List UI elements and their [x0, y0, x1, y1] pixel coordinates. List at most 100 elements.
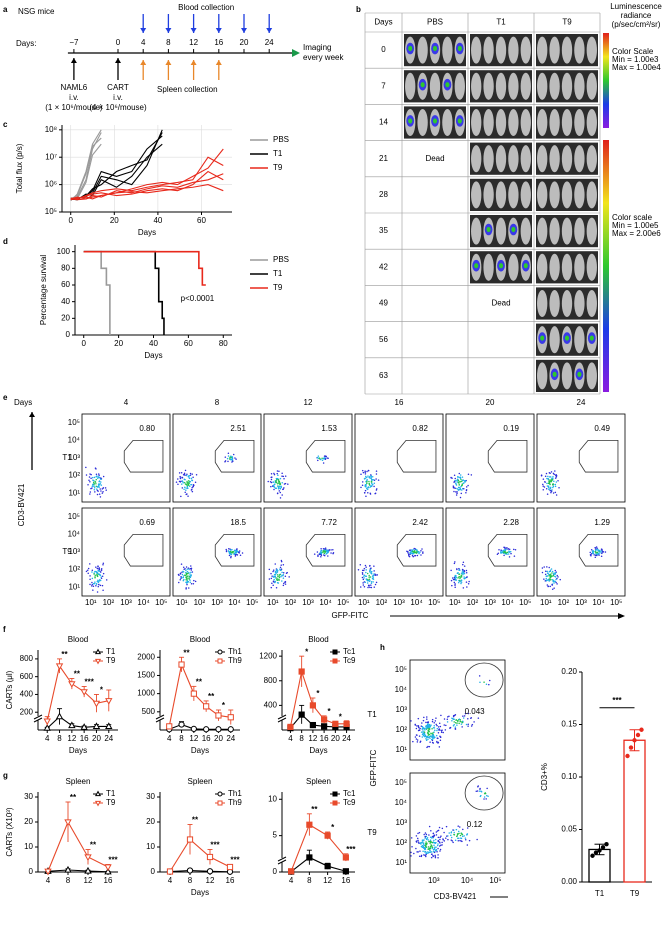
event-dot: [466, 833, 469, 835]
event-dot: [544, 475, 547, 478]
signal: [552, 371, 557, 377]
x-tick-label: 8: [307, 876, 312, 885]
mouse: [586, 108, 597, 137]
event-dot: [278, 579, 280, 581]
legend-label: Tc9: [343, 656, 356, 665]
event-dot: [507, 553, 510, 555]
event-dot: [365, 566, 367, 568]
event-dot: [459, 488, 462, 490]
injection-arrow-head: [115, 58, 121, 63]
event-dot: [542, 489, 545, 491]
gate: [578, 439, 619, 473]
panel-letter: h: [380, 643, 385, 652]
x-axis-label: CD3-BV421: [434, 892, 477, 901]
event-dot: [601, 549, 603, 551]
flow-plot: [81, 413, 171, 503]
x-tick-label: 16: [80, 734, 89, 743]
event-dot: [425, 855, 427, 858]
event-dot: [368, 578, 371, 581]
event-dot: [458, 569, 460, 572]
event-dot: [270, 472, 273, 475]
event-dot: [596, 553, 598, 556]
flow-plot: [409, 659, 506, 761]
event-dot: [93, 573, 95, 575]
event-dot: [460, 832, 462, 835]
event-dot: [271, 476, 273, 478]
event-dot: [431, 734, 434, 736]
event-dot: [416, 554, 419, 557]
event-dot: [477, 785, 479, 788]
event-dot: [366, 470, 368, 473]
gate: [396, 534, 437, 567]
y-tick-label: 400: [20, 690, 34, 699]
legend-marker: [217, 658, 223, 664]
event-dot: [277, 573, 279, 576]
event-dot: [550, 479, 553, 481]
event-dot: [427, 730, 430, 732]
event-dot: [376, 574, 379, 576]
event-dot: [473, 721, 475, 723]
event-dot: [545, 577, 548, 580]
axis-break-gap: [278, 858, 286, 862]
y-tick-label: 0: [151, 867, 156, 876]
event-dot: [460, 576, 463, 578]
event-dot: [598, 554, 600, 556]
day-cell: 0: [381, 45, 386, 54]
data-point: [309, 721, 316, 729]
event-dot: [91, 485, 94, 487]
event-dot: [224, 460, 227, 462]
event-dot: [439, 850, 441, 852]
data-point: [80, 723, 88, 730]
event-dot: [288, 576, 290, 578]
event-dot: [230, 455, 232, 457]
event-dot: [322, 547, 325, 550]
x-tick-label: 10⁵: [428, 598, 440, 607]
event-dot: [371, 484, 373, 486]
event-dot: [500, 549, 502, 551]
event-dot: [551, 477, 553, 480]
data-point: [84, 866, 92, 874]
survival-curve: [83, 250, 206, 286]
mouse: [586, 289, 597, 318]
data-point: [321, 716, 328, 723]
event-dot: [276, 472, 278, 475]
event-dot: [190, 575, 192, 577]
event-dot: [552, 483, 554, 485]
day-label: 24: [577, 398, 586, 407]
y-tick-label: 10¹: [395, 858, 407, 867]
event-dot: [185, 489, 187, 491]
event-dot: [187, 475, 190, 477]
mouse: [574, 289, 585, 318]
event-dot: [369, 570, 371, 573]
event-dot: [179, 477, 182, 480]
event-dot: [102, 564, 104, 566]
event-dot: [554, 485, 557, 488]
legend-label: T1: [273, 269, 283, 278]
event-dot: [97, 569, 100, 572]
event-dot: [467, 583, 470, 585]
x-tick-label: 10⁴: [410, 598, 423, 607]
event-dot: [439, 739, 442, 742]
event-dot: [96, 475, 98, 477]
day-label: −7: [69, 38, 79, 47]
event-dot: [282, 574, 284, 577]
event-dot: [319, 552, 321, 554]
event-dot: [96, 486, 99, 488]
y-axis-label: CD3+%: [540, 763, 549, 791]
y-tick-label: 10⁵: [395, 665, 407, 674]
event-dot: [438, 841, 441, 843]
legend-label: Th1: [228, 647, 242, 656]
event-dot: [365, 475, 367, 478]
days-label: Days:: [16, 39, 36, 48]
signal: [577, 371, 582, 377]
event-dot: [323, 552, 326, 555]
event-dot: [444, 729, 447, 731]
survival-curve: [83, 250, 111, 335]
event-dot: [550, 491, 552, 494]
event-dot: [188, 480, 190, 482]
significance: **: [311, 805, 318, 814]
event-dot: [415, 727, 418, 730]
event-dot: [332, 548, 334, 551]
event-dot: [89, 491, 92, 493]
day-label: 16: [214, 38, 223, 47]
